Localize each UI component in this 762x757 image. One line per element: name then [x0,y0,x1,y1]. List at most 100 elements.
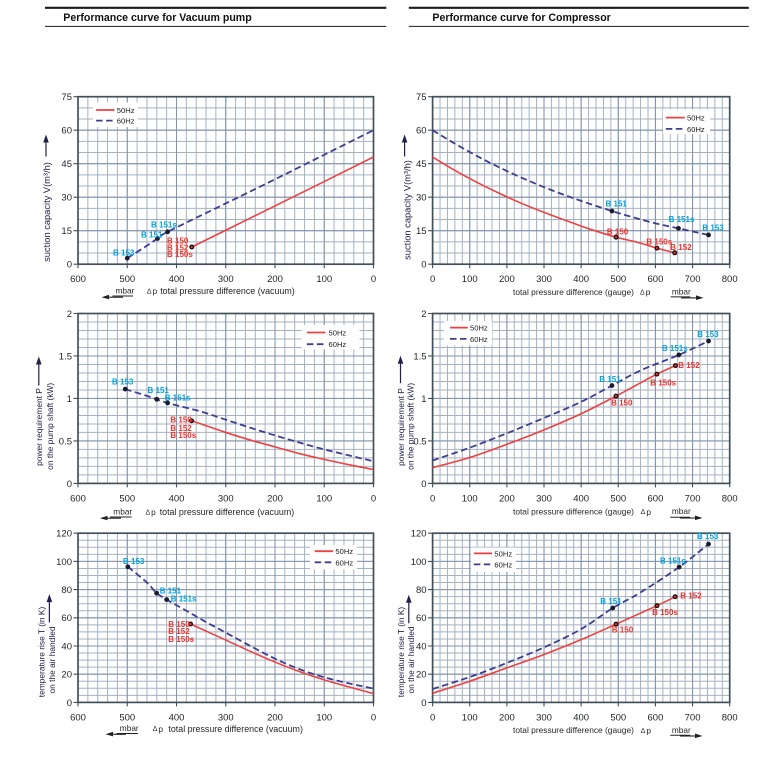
svg-text:300: 300 [218,712,234,723]
svg-text:B 150: B 150 [170,416,192,425]
svg-text:total pressure difference (vac: total pressure difference (vacuum) [168,724,303,734]
svg-text:1.5: 1.5 [413,351,426,362]
svg-text:B 150: B 150 [168,620,190,629]
svg-text:0: 0 [371,712,376,723]
svg-text:80: 80 [416,585,427,596]
svg-text:Δ: Δ [641,728,646,735]
svg-text:0.5: 0.5 [59,436,72,447]
svg-text:50Hz: 50Hz [329,329,347,338]
svg-text:500: 500 [119,493,135,504]
svg-text:temperature rise T (in K): temperature rise T (in K) [396,607,406,698]
svg-text:15: 15 [416,226,427,237]
svg-text:B 151: B 151 [160,586,182,595]
svg-text:45: 45 [61,159,72,170]
svg-text:B 151: B 151 [606,200,628,209]
svg-text:80: 80 [61,585,72,596]
svg-text:200: 200 [499,274,515,285]
svg-text:B 150s: B 150s [650,379,676,388]
svg-text:B 153: B 153 [697,330,719,339]
svg-text:120: 120 [411,529,427,540]
svg-text:Δ: Δ [153,726,158,733]
svg-text:0: 0 [421,698,426,709]
svg-text:800: 800 [722,493,738,504]
svg-text:400: 400 [573,712,589,723]
svg-text:1: 1 [421,394,426,405]
svg-text:200: 200 [267,274,283,285]
svg-text:200: 200 [499,712,515,723]
svg-text:100: 100 [316,274,332,285]
svg-text:on the pump shaft (kW): on the pump shaft (kW) [45,383,55,470]
svg-text:B 150: B 150 [612,626,634,635]
svg-text:Δ: Δ [146,510,151,517]
svg-text:60: 60 [416,613,427,624]
svg-text:mbar: mbar [672,506,691,516]
svg-text:temperature rise T (in K): temperature rise T (in K) [37,607,47,698]
svg-text:20: 20 [416,670,427,681]
svg-text:B 152: B 152 [680,591,702,600]
svg-text:B 151s: B 151s [151,221,177,230]
svg-text:on the pump shaft (kW): on the pump shaft (kW) [406,383,416,470]
svg-text:p: p [158,724,163,734]
svg-text:B 150s: B 150s [167,250,193,259]
svg-text:700: 700 [685,493,701,504]
svg-text:total pressure difference (vac: total pressure difference (vacuum) [160,286,295,296]
svg-text:0: 0 [421,260,426,271]
svg-text:60Hz: 60Hz [494,560,512,569]
svg-text:B 151s: B 151s [171,595,197,604]
svg-text:60Hz: 60Hz [687,125,705,134]
svg-text:p: p [151,507,156,517]
svg-text:Δ: Δ [640,290,645,297]
svg-text:50Hz: 50Hz [687,114,705,123]
svg-text:300: 300 [218,274,234,285]
svg-text:40: 40 [416,641,427,652]
svg-text:100: 100 [462,274,478,285]
svg-text:B 151: B 151 [600,597,622,606]
svg-text:total pressure difference (gau: total pressure difference (gauge) [513,506,634,516]
svg-text:B 150: B 150 [611,398,633,407]
svg-text:B 153: B 153 [123,557,145,566]
svg-text:100: 100 [316,712,332,723]
svg-text:B 153: B 153 [702,224,724,233]
svg-text:B 152: B 152 [670,243,692,252]
svg-text:p: p [646,287,651,297]
svg-text:B 151: B 151 [148,386,170,395]
svg-text:B 152: B 152 [170,424,192,433]
svg-text:B 153: B 153 [113,248,135,257]
svg-text:1.5: 1.5 [59,351,72,362]
svg-text:400: 400 [169,493,185,504]
svg-text:120: 120 [56,529,72,540]
svg-text:800: 800 [722,274,738,285]
svg-text:B 153: B 153 [112,378,134,387]
svg-text:B 150s: B 150s [646,237,672,246]
svg-text:mbar: mbar [116,286,135,296]
svg-text:300: 300 [536,712,552,723]
svg-text:power requirement P: power requirement P [34,388,44,466]
svg-text:B 151s: B 151s [660,557,686,566]
svg-text:mbar: mbar [672,287,691,297]
svg-text:500: 500 [610,712,626,723]
svg-text:500: 500 [610,493,626,504]
svg-text:Δ: Δ [147,289,152,296]
svg-text:200: 200 [267,493,283,504]
svg-text:20: 20 [61,670,72,681]
svg-text:50Hz: 50Hz [117,106,135,115]
svg-text:0: 0 [421,479,426,490]
svg-text:400: 400 [169,712,185,723]
svg-text:B 150s: B 150s [652,608,678,617]
svg-text:on the air handled: on the air handled [406,626,416,693]
svg-text:600: 600 [648,274,664,285]
svg-text:600: 600 [70,493,86,504]
svg-text:B 151: B 151 [599,375,621,384]
svg-text:0: 0 [371,493,376,504]
svg-text:on the air handled: on the air handled [47,626,57,693]
svg-text:mbar: mbar [120,723,139,733]
svg-text:600: 600 [70,712,86,723]
svg-text:mbar: mbar [672,725,691,735]
svg-text:300: 300 [536,274,552,285]
svg-text:B 151s: B 151s [669,215,695,224]
svg-text:p: p [646,725,651,735]
svg-text:total pressure difference (vac: total pressure difference (vacuum) [160,507,295,517]
svg-text:400: 400 [573,274,589,285]
svg-text:500: 500 [610,274,626,285]
svg-text:B 152: B 152 [168,627,190,636]
